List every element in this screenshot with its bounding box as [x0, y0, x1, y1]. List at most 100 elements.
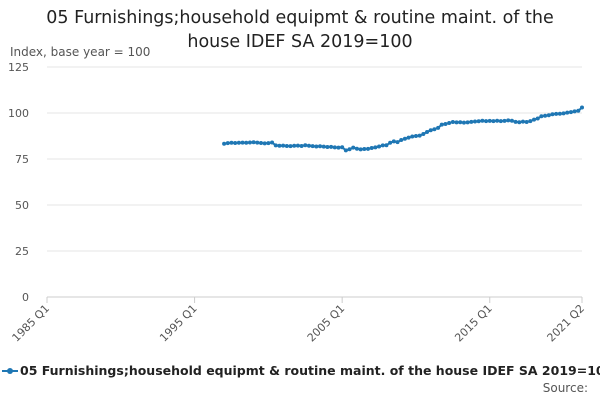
data-point[interactable] [380, 143, 385, 148]
data-point[interactable] [491, 119, 496, 124]
data-point[interactable] [395, 140, 400, 145]
data-point[interactable] [259, 140, 263, 145]
data-point[interactable] [399, 138, 404, 143]
data-point[interactable] [421, 131, 426, 136]
data-point[interactable] [532, 117, 537, 122]
data-point[interactable] [384, 143, 389, 148]
data-point[interactable] [255, 140, 260, 145]
data-point[interactable] [236, 140, 241, 145]
data-point[interactable] [273, 143, 278, 148]
data-point[interactable] [336, 145, 341, 150]
data-point[interactable] [450, 120, 455, 125]
data-point[interactable] [388, 140, 393, 145]
data-point[interactable] [369, 145, 374, 150]
data-point[interactable] [576, 108, 581, 113]
data-point[interactable] [546, 113, 551, 118]
data-point[interactable] [303, 143, 308, 148]
data-point[interactable] [498, 119, 503, 124]
data-point[interactable] [439, 122, 444, 127]
data-point[interactable] [561, 111, 566, 116]
data-point[interactable] [366, 146, 370, 151]
data-point[interactable] [554, 111, 559, 116]
data-point[interactable] [329, 144, 334, 149]
data-point[interactable] [310, 144, 315, 149]
data-point[interactable] [413, 134, 418, 138]
data-point[interactable] [428, 128, 433, 133]
data-point[interactable] [572, 109, 577, 114]
data-point[interactable] [520, 119, 525, 124]
data-point[interactable] [270, 140, 275, 145]
data-point[interactable] [417, 133, 422, 138]
data-point[interactable] [340, 145, 345, 150]
data-point[interactable] [284, 143, 289, 148]
data-point[interactable] [325, 145, 330, 150]
data-point[interactable] [277, 143, 282, 148]
data-point[interactable] [535, 116, 540, 121]
data-point[interactable] [351, 145, 356, 150]
data-point[interactable] [443, 122, 448, 127]
data-point[interactable] [233, 140, 238, 145]
data-point[interactable] [528, 119, 533, 124]
data-point[interactable] [425, 129, 430, 134]
legend[interactable]: 05 Furnishings;household equipmt & routi… [0, 362, 600, 380]
data-point[interactable] [406, 135, 411, 140]
data-point[interactable] [469, 119, 474, 124]
data-point[interactable] [565, 110, 570, 115]
data-point[interactable] [347, 147, 352, 152]
y-tick-label: 0 [22, 291, 29, 304]
data-point[interactable] [358, 147, 363, 152]
data-point[interactable] [229, 140, 234, 145]
data-point[interactable] [281, 143, 286, 148]
data-point[interactable] [402, 136, 407, 141]
data-point[interactable] [299, 143, 304, 148]
data-point[interactable] [288, 144, 293, 149]
data-point[interactable] [513, 119, 518, 124]
data-point[interactable] [550, 112, 555, 117]
data-point[interactable] [240, 140, 245, 145]
data-point[interactable] [454, 120, 459, 125]
data-point[interactable] [509, 118, 514, 123]
data-point[interactable] [543, 113, 548, 118]
data-point[interactable] [502, 118, 507, 123]
data-point[interactable] [495, 118, 500, 123]
data-point[interactable] [506, 118, 511, 123]
data-point[interactable] [321, 144, 326, 149]
data-point[interactable] [447, 120, 452, 125]
data-point[interactable] [362, 147, 367, 152]
data-point[interactable] [373, 145, 378, 150]
data-point[interactable] [487, 118, 492, 123]
data-point[interactable] [458, 120, 463, 125]
data-point[interactable] [292, 143, 297, 148]
data-point[interactable] [354, 146, 359, 151]
data-point[interactable] [432, 127, 437, 132]
data-point[interactable] [557, 111, 562, 116]
data-point[interactable] [262, 141, 267, 146]
data-point[interactable] [247, 140, 252, 145]
data-point[interactable] [225, 141, 230, 146]
data-point[interactable] [391, 139, 396, 144]
data-point[interactable] [476, 119, 481, 124]
data-point[interactable] [343, 148, 348, 153]
data-point[interactable] [266, 141, 271, 146]
data-point[interactable] [568, 110, 573, 115]
data-point[interactable] [465, 120, 470, 125]
data-point[interactable] [318, 144, 323, 149]
data-point[interactable] [461, 120, 466, 125]
data-point[interactable] [410, 134, 415, 139]
data-point[interactable] [314, 144, 319, 149]
data-point[interactable] [306, 143, 311, 148]
data-point[interactable] [517, 120, 522, 125]
data-point[interactable] [436, 125, 441, 130]
data-point[interactable] [473, 119, 477, 124]
data-point[interactable] [484, 119, 489, 124]
data-point[interactable] [332, 145, 337, 150]
data-point[interactable] [539, 114, 544, 119]
data-point[interactable] [222, 141, 227, 146]
data-point[interactable] [480, 118, 485, 123]
data-point[interactable] [295, 143, 300, 148]
data-point[interactable] [377, 144, 382, 149]
data-point[interactable] [580, 105, 584, 110]
data-point[interactable] [524, 120, 529, 125]
data-point[interactable] [244, 140, 249, 145]
data-point[interactable] [251, 140, 256, 145]
